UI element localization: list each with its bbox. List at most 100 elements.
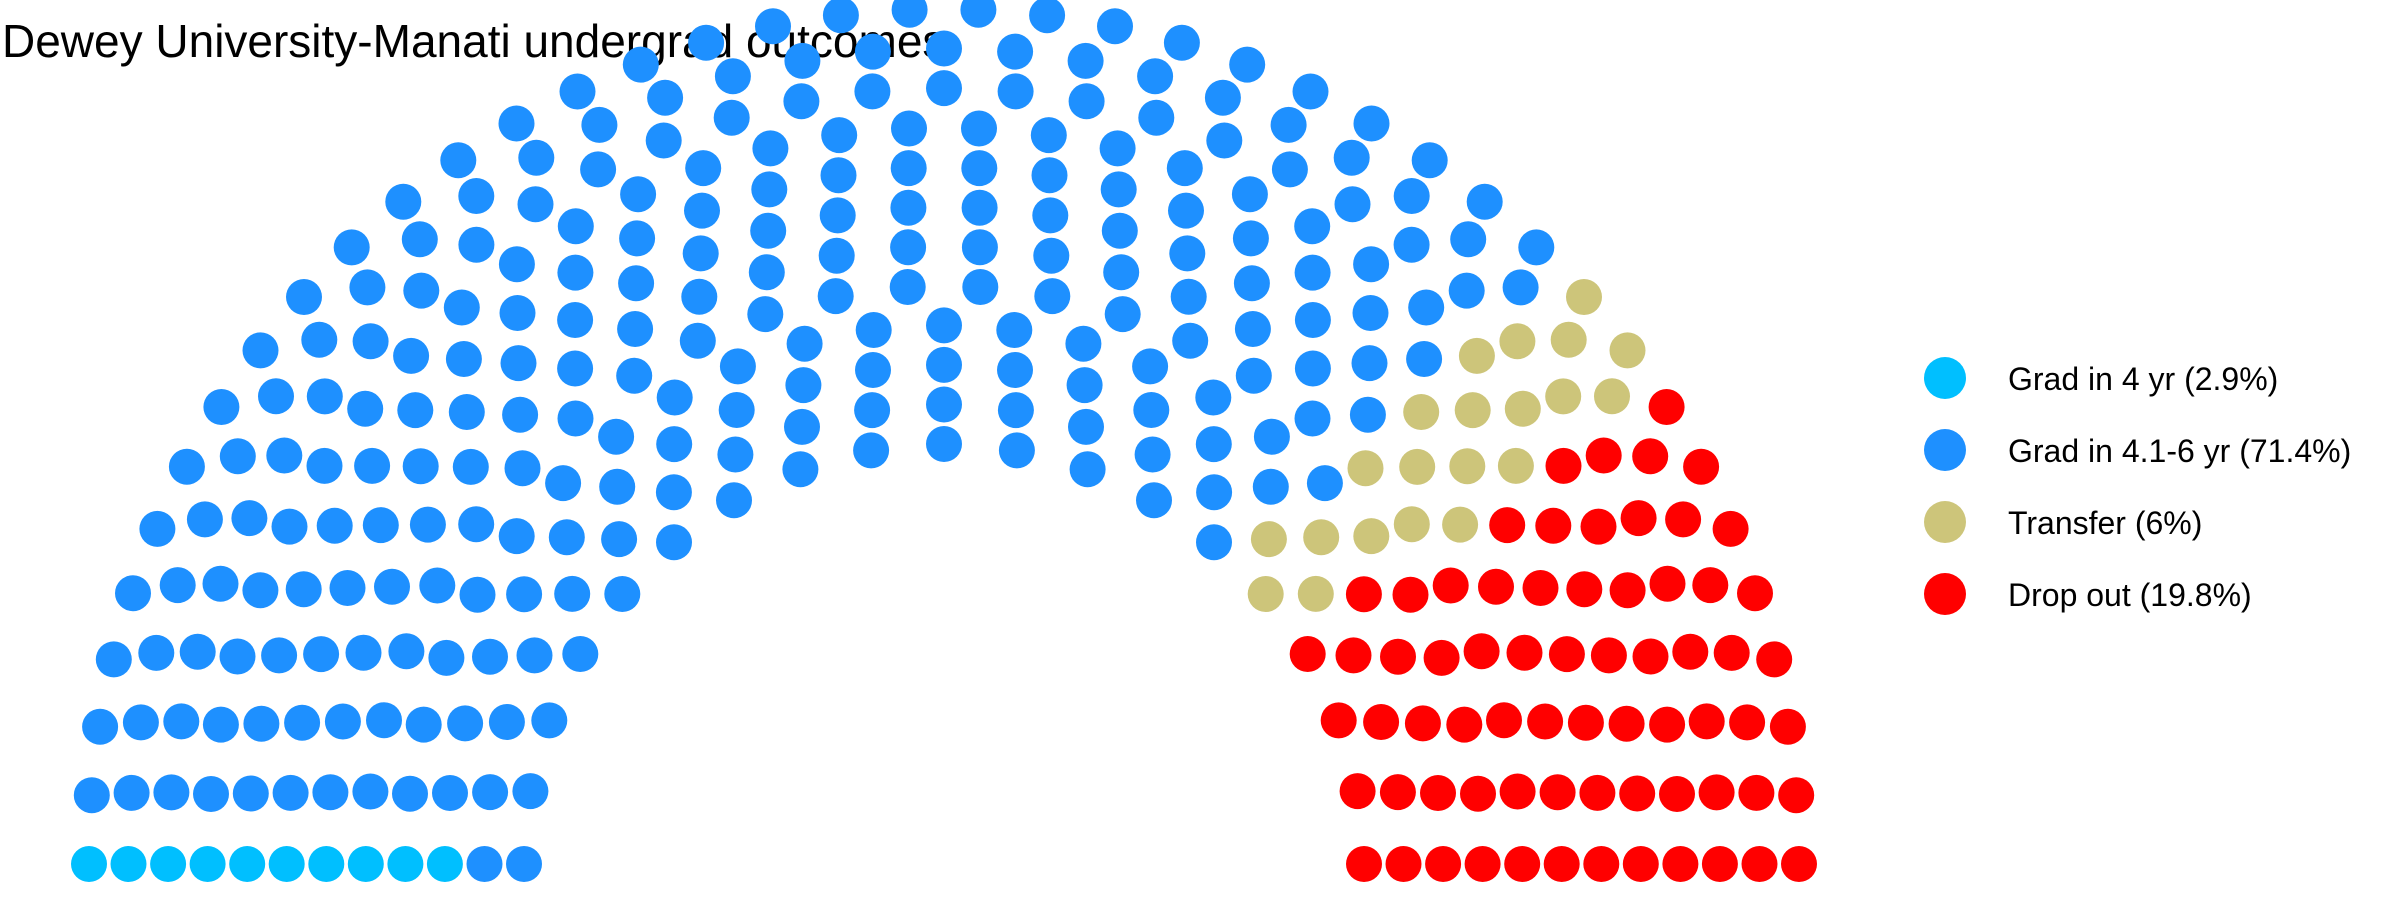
seat-1-41 [472,638,508,675]
seat-1-131 [784,408,820,445]
seat-1-64 [242,332,279,369]
seat-1-16 [163,703,200,740]
seat-1-104 [557,254,594,291]
seat-1-111 [716,482,752,519]
seat-1-10 [392,775,428,812]
seat-2-12 [1353,518,1390,555]
seat-1-172 [961,229,998,266]
seat-1-20 [324,703,361,740]
seat-1-53 [562,636,599,672]
seat-1-185 [998,432,1035,469]
seat-1-36 [388,633,425,670]
seat-1-154 [854,73,891,110]
seat-1-179 [997,352,1033,388]
legend-label-3: Drop out (19.8%) [2008,577,2252,613]
seat-1-2 [73,777,110,814]
seat-3-59 [1425,846,1462,882]
seat-0-2 [347,846,384,882]
seat-1-140 [752,130,789,167]
legend-label-1: Grad in 4.1-6 yr (71.4%) [2008,433,2352,469]
seat-1-207 [1132,348,1169,385]
seat-2-9 [1399,448,1436,485]
seat-1-204 [1229,46,1266,83]
seat-1-3 [113,774,150,811]
seat-1-247 [1518,229,1555,266]
seat-1-135 [713,99,750,136]
seat-1-102 [656,426,693,463]
seat-1-162 [926,30,962,67]
seat-1-7 [272,774,309,811]
seat-2-5 [1566,279,1602,315]
seat-1-223 [1136,482,1172,519]
seat-2-11 [1504,390,1541,427]
seat-2-14 [1545,378,1582,415]
seat-1-219 [1333,139,1370,176]
seat-1-134 [688,24,725,61]
seat-1-234 [1393,226,1430,263]
seat-1-217 [1233,265,1270,302]
seat-1-142 [817,278,854,315]
seat-1-116 [559,73,596,110]
seat-1-214 [1232,220,1269,257]
seat-1-166 [926,386,962,423]
seat-0-9 [71,846,107,882]
seat-3-57 [1346,846,1382,882]
seat-1-139 [751,171,788,208]
seat-1-30 [115,575,151,612]
seat-2-16 [1393,506,1430,543]
seat-1-227 [1195,426,1232,463]
seat-1-80 [545,465,582,502]
seat-1-55 [266,437,303,474]
seat-1-97 [655,474,692,511]
seat-1-212 [1172,322,1209,359]
legend-item-1: Grad in 4.1-6 yr (71.4%) [1924,429,2400,501]
seat-1-132 [748,254,785,291]
seat-1-155 [854,33,891,70]
legend-swatch-0 [1924,357,1966,399]
seat-1-178 [1030,117,1067,154]
seat-1-235 [1253,418,1290,455]
seat-2-13 [1449,448,1486,485]
seat-1-118 [581,106,618,143]
seat-3-46 [1379,774,1416,811]
seat-3-40 [1608,705,1645,742]
seat-3-66 [1701,846,1738,882]
seat-3-6 [1392,576,1429,613]
seat-3-36 [1486,702,1522,739]
seat-1-226 [1235,357,1272,394]
seat-3-8 [1535,507,1572,544]
seat-1-28 [261,637,298,674]
seat-1-161 [891,0,928,28]
seat-1-58 [506,576,543,613]
seat-1-211 [1270,106,1307,143]
seat-3-63 [1583,846,1620,882]
seat-1-138 [786,325,823,362]
seat-1-85 [403,272,440,309]
seat-3-30 [1590,637,1627,674]
seat-1-75 [352,323,389,360]
seat-1-120 [718,392,755,428]
seat-1-146 [853,432,890,469]
seat-3-5 [1632,438,1669,475]
seat-1-72 [397,392,434,429]
seat-3-33 [1672,633,1709,670]
seat-1-241 [1351,345,1388,382]
seat-1-127 [647,79,684,116]
seat-1-1 [466,846,503,882]
seat-3-51 [1579,774,1616,811]
seat-1-220 [1294,208,1331,245]
seat-1-181 [997,392,1034,429]
seat-3-68 [1781,846,1817,882]
seat-1-31 [303,636,340,673]
seat-1-196 [1066,367,1103,404]
seat-3-20 [1423,639,1460,676]
seat-1-108 [557,208,594,245]
seat-1-59 [409,506,446,543]
seat-1-112 [618,265,655,302]
seat-3-17 [1380,638,1416,675]
seat-0-7 [150,846,187,882]
seat-3-47 [1420,775,1456,811]
seat-0-1 [387,846,424,882]
seat-1-6 [232,775,269,812]
seat-1-38 [428,639,465,676]
